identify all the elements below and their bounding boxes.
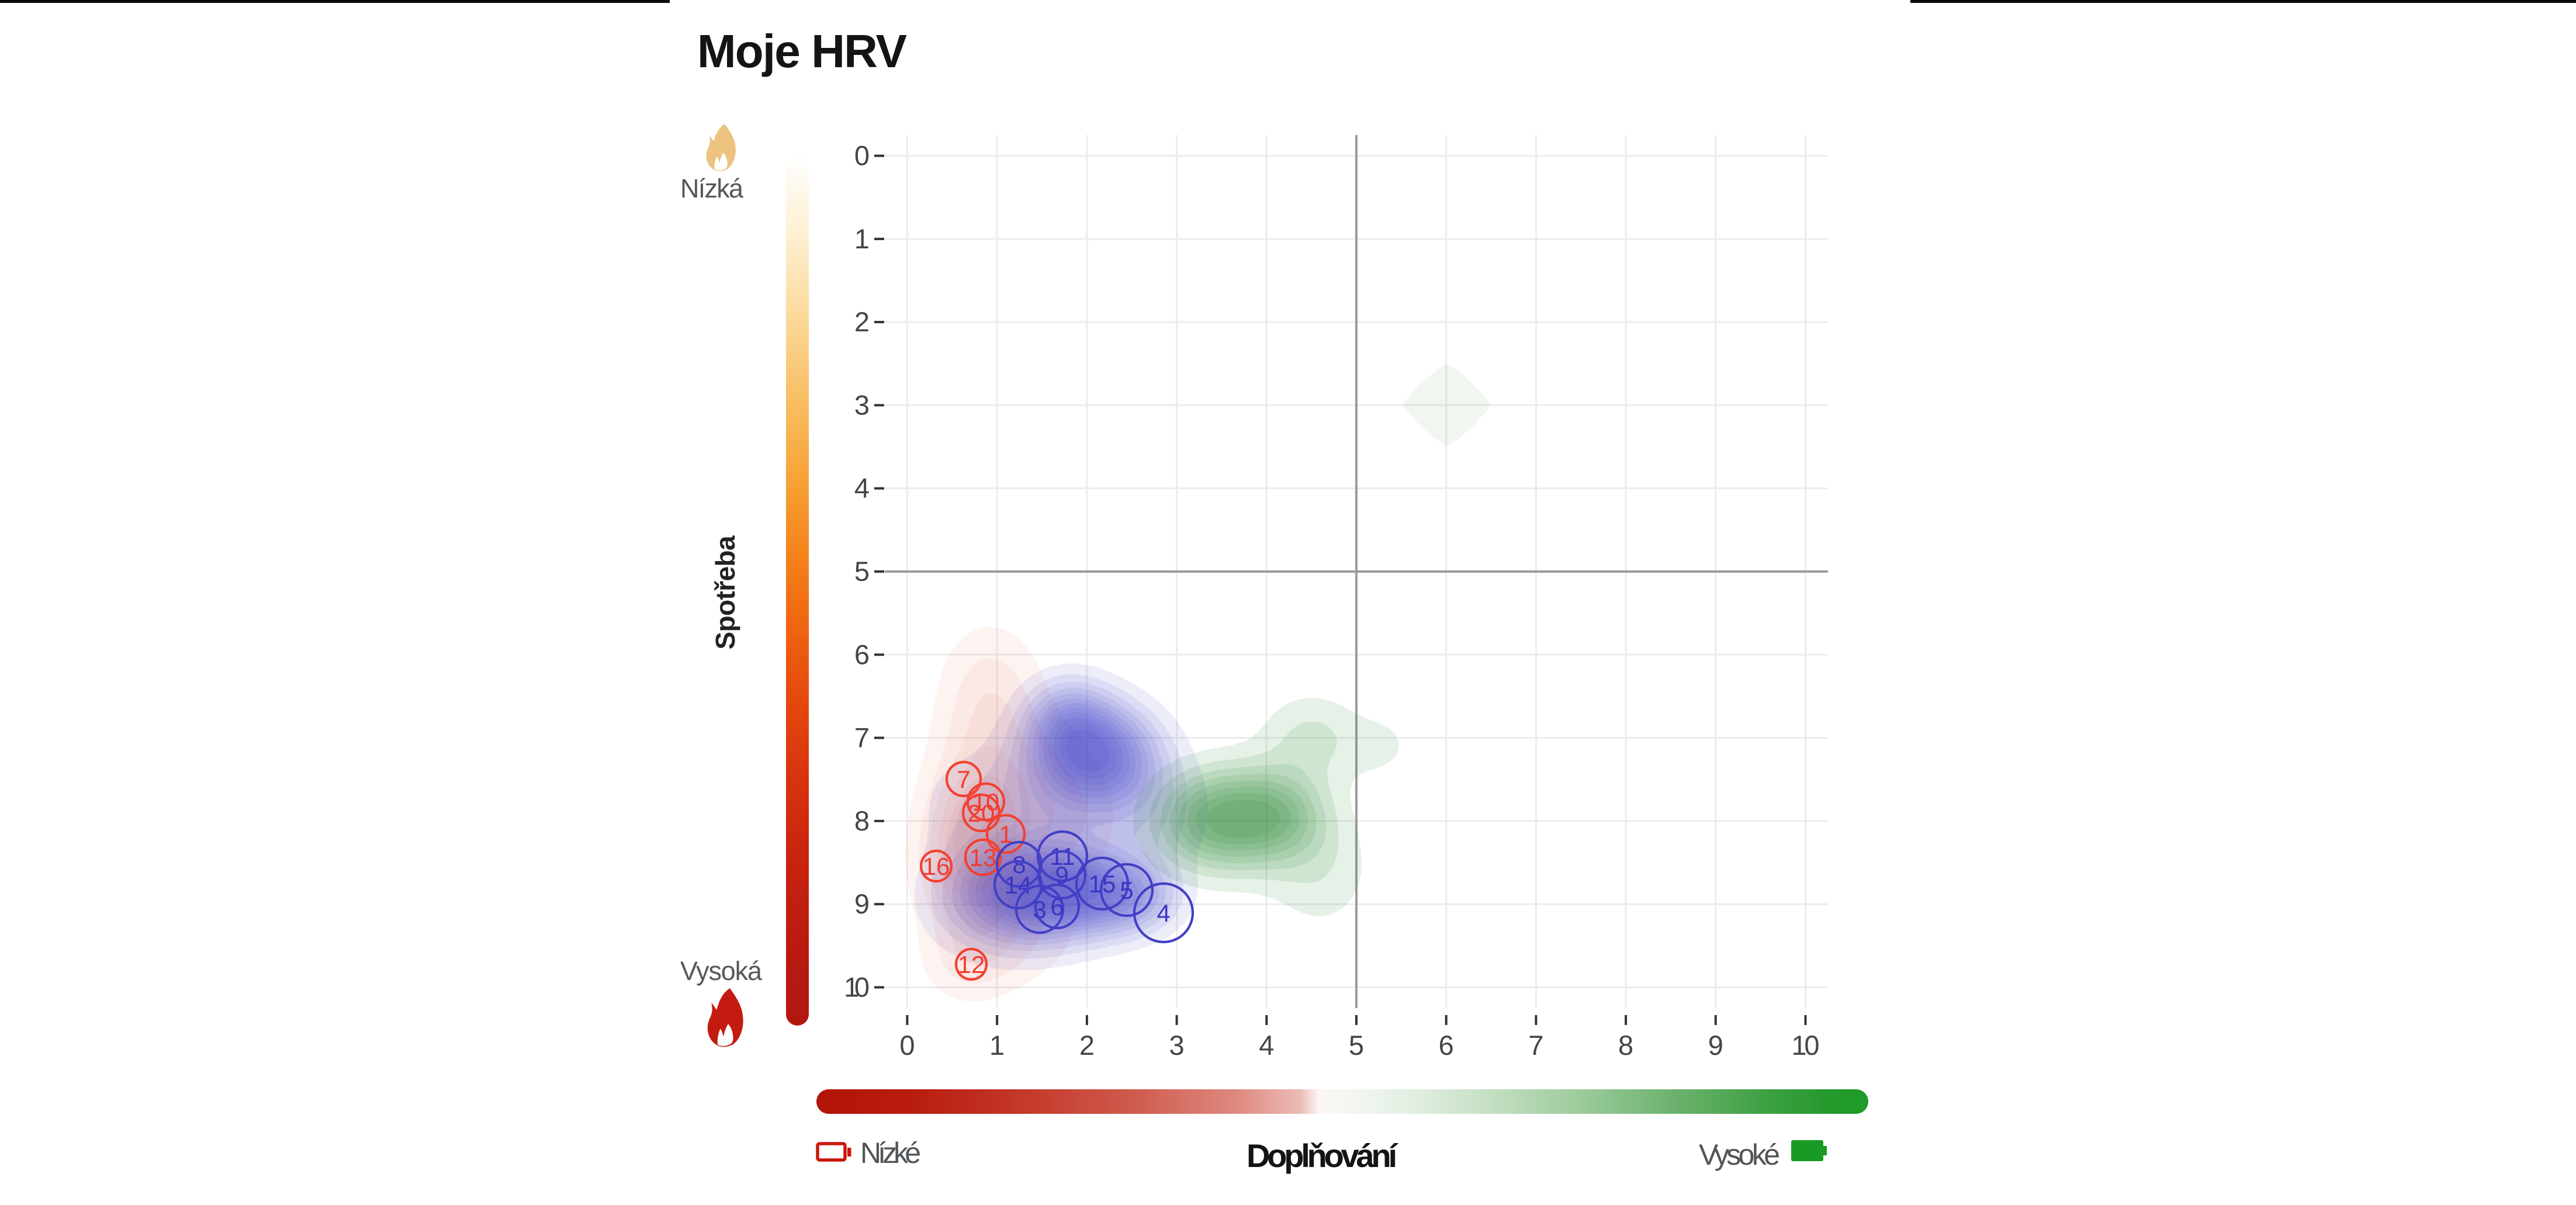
- svg-text:10: 10: [1792, 1030, 1820, 1061]
- svg-text:0: 0: [899, 1030, 915, 1061]
- svg-text:13: 13: [970, 844, 997, 871]
- svg-text:8: 8: [854, 805, 870, 836]
- svg-text:7: 7: [854, 722, 870, 753]
- svg-text:Spotřeba: Spotřeba: [710, 535, 740, 649]
- svg-text:Nízké: Nízké: [860, 1137, 921, 1169]
- svg-text:14: 14: [1005, 871, 1032, 899]
- svg-text:0: 0: [854, 140, 870, 171]
- svg-text:1: 1: [854, 223, 870, 254]
- svg-text:Vysoké: Vysoké: [1699, 1138, 1780, 1171]
- svg-text:2: 2: [1079, 1030, 1095, 1061]
- svg-text:7: 7: [1528, 1030, 1543, 1061]
- svg-text:6: 6: [1050, 893, 1064, 920]
- svg-text:9: 9: [854, 888, 870, 919]
- svg-text:12: 12: [958, 951, 985, 978]
- svg-text:5: 5: [854, 556, 870, 587]
- svg-text:7: 7: [957, 766, 970, 793]
- svg-text:3: 3: [854, 389, 870, 420]
- svg-text:Vysoká: Vysoká: [680, 956, 763, 986]
- svg-text:4: 4: [854, 473, 870, 504]
- svg-text:4: 4: [1259, 1030, 1274, 1061]
- svg-text:8: 8: [1012, 851, 1026, 878]
- svg-text:16: 16: [923, 853, 950, 880]
- svg-text:11: 11: [1050, 843, 1075, 870]
- svg-text:6: 6: [854, 639, 870, 670]
- svg-text:8: 8: [1618, 1030, 1633, 1061]
- svg-text:3: 3: [1169, 1030, 1185, 1061]
- svg-text:5: 5: [1349, 1030, 1364, 1061]
- svg-text:Moje HRV: Moje HRV: [697, 25, 907, 77]
- svg-text:2: 2: [854, 306, 870, 337]
- svg-text:9: 9: [1055, 861, 1068, 889]
- svg-text:9: 9: [1708, 1030, 1723, 1061]
- svg-text:1: 1: [999, 820, 1012, 848]
- svg-text:1: 1: [989, 1030, 1005, 1061]
- svg-text:10: 10: [844, 972, 870, 1003]
- svg-text:5: 5: [1120, 877, 1133, 904]
- svg-text:4: 4: [1157, 899, 1170, 927]
- svg-text:Nízká: Nízká: [680, 174, 744, 203]
- svg-text:Doplňování: Doplňování: [1247, 1137, 1398, 1174]
- svg-text:6: 6: [1439, 1030, 1454, 1061]
